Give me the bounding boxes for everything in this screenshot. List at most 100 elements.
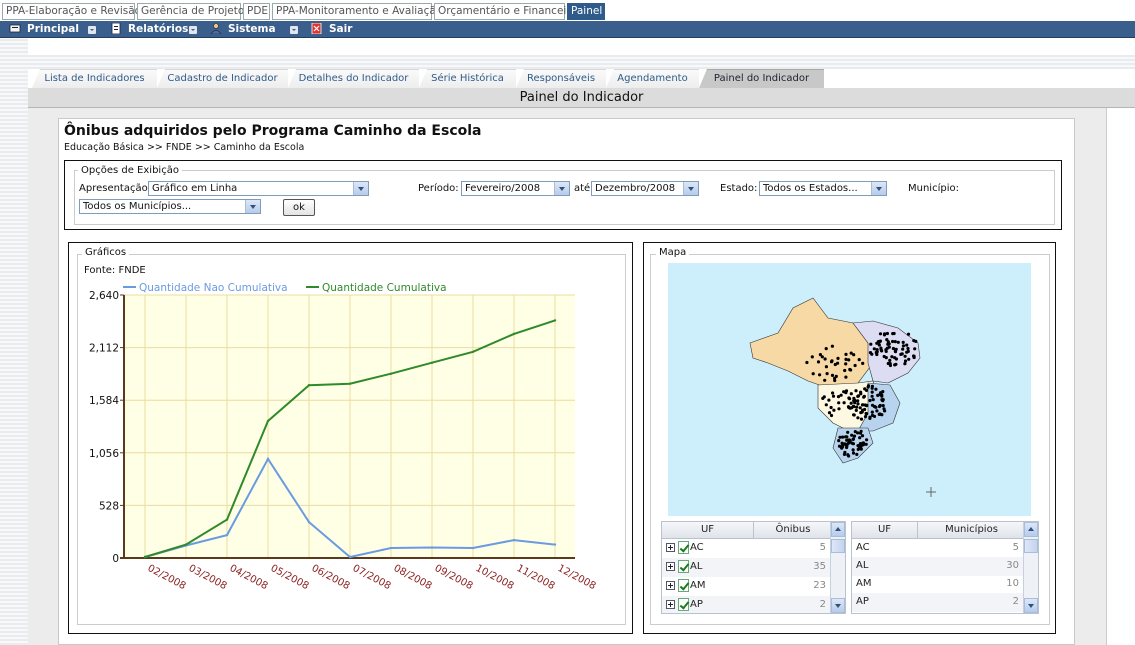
tab-detalhes-indicador[interactable]: Detalhes do Indicador <box>288 69 419 88</box>
periodo-to-select[interactable]: Dezembro/2008 <box>591 181 699 196</box>
expand-icon[interactable] <box>666 543 675 552</box>
municipios-scrollbar[interactable] <box>1023 522 1038 613</box>
point-cumulativa <box>184 543 188 546</box>
menu-sistema-dropdown-icon[interactable] <box>290 26 298 34</box>
tab-responsaveis[interactable]: Responsáveis <box>516 69 606 88</box>
municipality-dot <box>846 430 850 434</box>
scroll-thumb[interactable] <box>1024 539 1038 553</box>
menu-relatorios-dropdown-icon[interactable] <box>189 26 197 34</box>
graphs-fieldset <box>77 254 626 625</box>
tab-lista-indicadores[interactable]: Lista de Indicadores <box>32 69 157 88</box>
municipality-dot <box>901 340 905 344</box>
municipality-dot <box>860 434 865 438</box>
menu-sistema[interactable]: Sistema <box>210 21 276 38</box>
menu-sair[interactable]: Sair <box>311 21 352 38</box>
table-row[interactable]: AL 35 <box>662 558 832 577</box>
municipios-header-municipios[interactable]: Municípios <box>918 522 1025 539</box>
municipality-dot <box>879 348 883 352</box>
x-tick-label: 12/2008 <box>556 563 598 592</box>
checkbox-checked[interactable] <box>678 541 689 554</box>
municipality-dot <box>859 447 863 451</box>
municipality-dot <box>856 399 860 403</box>
module-tab-orcamentario[interactable]: Orçamentário e Financeiro <box>434 3 577 20</box>
municipios-uf: AP <box>856 596 869 607</box>
module-tab-pde[interactable]: PDE <box>243 3 270 20</box>
table-row[interactable]: AP 2 <box>852 593 1025 612</box>
module-tab-painel[interactable]: Painel <box>567 3 605 20</box>
municipality-dot <box>849 401 853 405</box>
tab-cadastro-indicador[interactable]: Cadastro de Indicador <box>157 69 288 88</box>
tab-agendamento[interactable]: Agendamento <box>606 69 699 88</box>
onibus-header-onibus[interactable]: Ônibus <box>754 522 832 539</box>
tab-serie-historica[interactable]: Série Histórica <box>419 69 516 88</box>
municipio-select[interactable]: Todos os Municípios... <box>79 199 261 214</box>
apresentacao-select[interactable]: Gráfico em Linha <box>148 181 369 196</box>
scroll-down-icon[interactable] <box>1024 598 1038 613</box>
expand-icon[interactable] <box>666 562 675 571</box>
table-row[interactable]: AM 23 <box>662 577 832 596</box>
table-row[interactable]: AP 2 <box>662 596 832 613</box>
municipality-dot <box>859 392 863 396</box>
municipality-dot <box>906 332 911 336</box>
onibus-value: 23 <box>813 580 826 591</box>
scroll-thumb[interactable] <box>831 539 845 553</box>
point-nao-cumulativa <box>389 546 393 550</box>
menu-relatorios[interactable]: Relatórios <box>110 21 188 38</box>
municipality-dot <box>864 411 868 416</box>
municipality-dot <box>830 373 835 377</box>
checkbox-checked[interactable] <box>678 560 689 573</box>
municipality-dot <box>832 408 836 412</box>
point-cumulativa <box>225 518 229 521</box>
module-tab-ppa-monitoramento[interactable]: PPA-Monitoramento e Avaliação <box>272 3 442 20</box>
municipality-dot <box>886 342 890 346</box>
brazil-map-drawing <box>749 297 936 497</box>
menu-principal-dropdown-icon[interactable] <box>88 26 96 34</box>
table-row[interactable]: AC 5 <box>662 539 832 558</box>
checkbox-checked[interactable] <box>678 598 689 611</box>
point-cumulativa <box>389 372 393 375</box>
region-north[interactable] <box>749 297 874 389</box>
expand-icon[interactable] <box>666 581 675 590</box>
menu-principal[interactable]: Principal <box>9 21 79 38</box>
scroll-up-icon[interactable] <box>1024 522 1038 537</box>
municipios-header-uf[interactable]: UF <box>852 522 918 539</box>
table-row[interactable]: AL 30 <box>852 557 1025 576</box>
main-menubar: Principal Relatórios Sistema Sair <box>0 21 1135 38</box>
module-tab-ppa-elaboracao[interactable]: PPA-Elaboração e Revisão <box>2 3 141 20</box>
onibus-uf: AC <box>690 542 704 553</box>
municipality-dot <box>837 444 842 448</box>
table-row[interactable]: AM 10 <box>852 575 1025 594</box>
municipality-dot <box>913 347 917 351</box>
estado-select[interactable]: Todos os Estados... <box>759 181 887 196</box>
module-tab-gerencia-projetos[interactable]: Gerência de Projetos <box>137 3 250 20</box>
y-tick-label: 0 <box>112 553 119 565</box>
checkbox-checked[interactable] <box>678 579 689 592</box>
municipality-dot <box>853 363 857 368</box>
periodo-from-select[interactable]: Fevereiro/2008 <box>461 181 570 196</box>
municipality-dot <box>830 359 834 363</box>
municipality-dot <box>844 435 848 439</box>
expand-icon[interactable] <box>666 600 675 609</box>
onibus-scrollbar[interactable] <box>830 522 845 613</box>
municipality-dot <box>875 409 879 413</box>
chevron-down-icon <box>245 200 260 213</box>
municipality-dot <box>903 354 907 358</box>
tab-painel-indicador[interactable]: Painel do Indicador <box>699 69 824 88</box>
municipality-dot <box>866 384 871 388</box>
legend-label-nao-cumulativa: Quantidade Nao Cumulativa <box>139 282 288 294</box>
apresentacao-value: Gráfico em Linha <box>152 183 238 194</box>
ok-button[interactable]: ok <box>283 199 315 216</box>
municipality-dot <box>901 347 905 351</box>
municipality-dot <box>830 344 834 348</box>
scroll-up-icon[interactable] <box>831 522 845 537</box>
table-row[interactable]: AC 5 <box>852 539 1025 558</box>
onibus-header-uf[interactable]: UF <box>662 522 754 539</box>
x-tick-label: 04/2008 <box>228 563 270 592</box>
x-tick-label: 10/2008 <box>474 563 516 592</box>
municipality-dot <box>856 402 860 406</box>
scroll-down-icon[interactable] <box>831 598 845 613</box>
brazil-map[interactable] <box>668 263 1031 516</box>
chart-legend: Quantidade Nao Cumulativa Quantidade Cum… <box>123 282 447 294</box>
municipality-dot <box>868 351 873 355</box>
